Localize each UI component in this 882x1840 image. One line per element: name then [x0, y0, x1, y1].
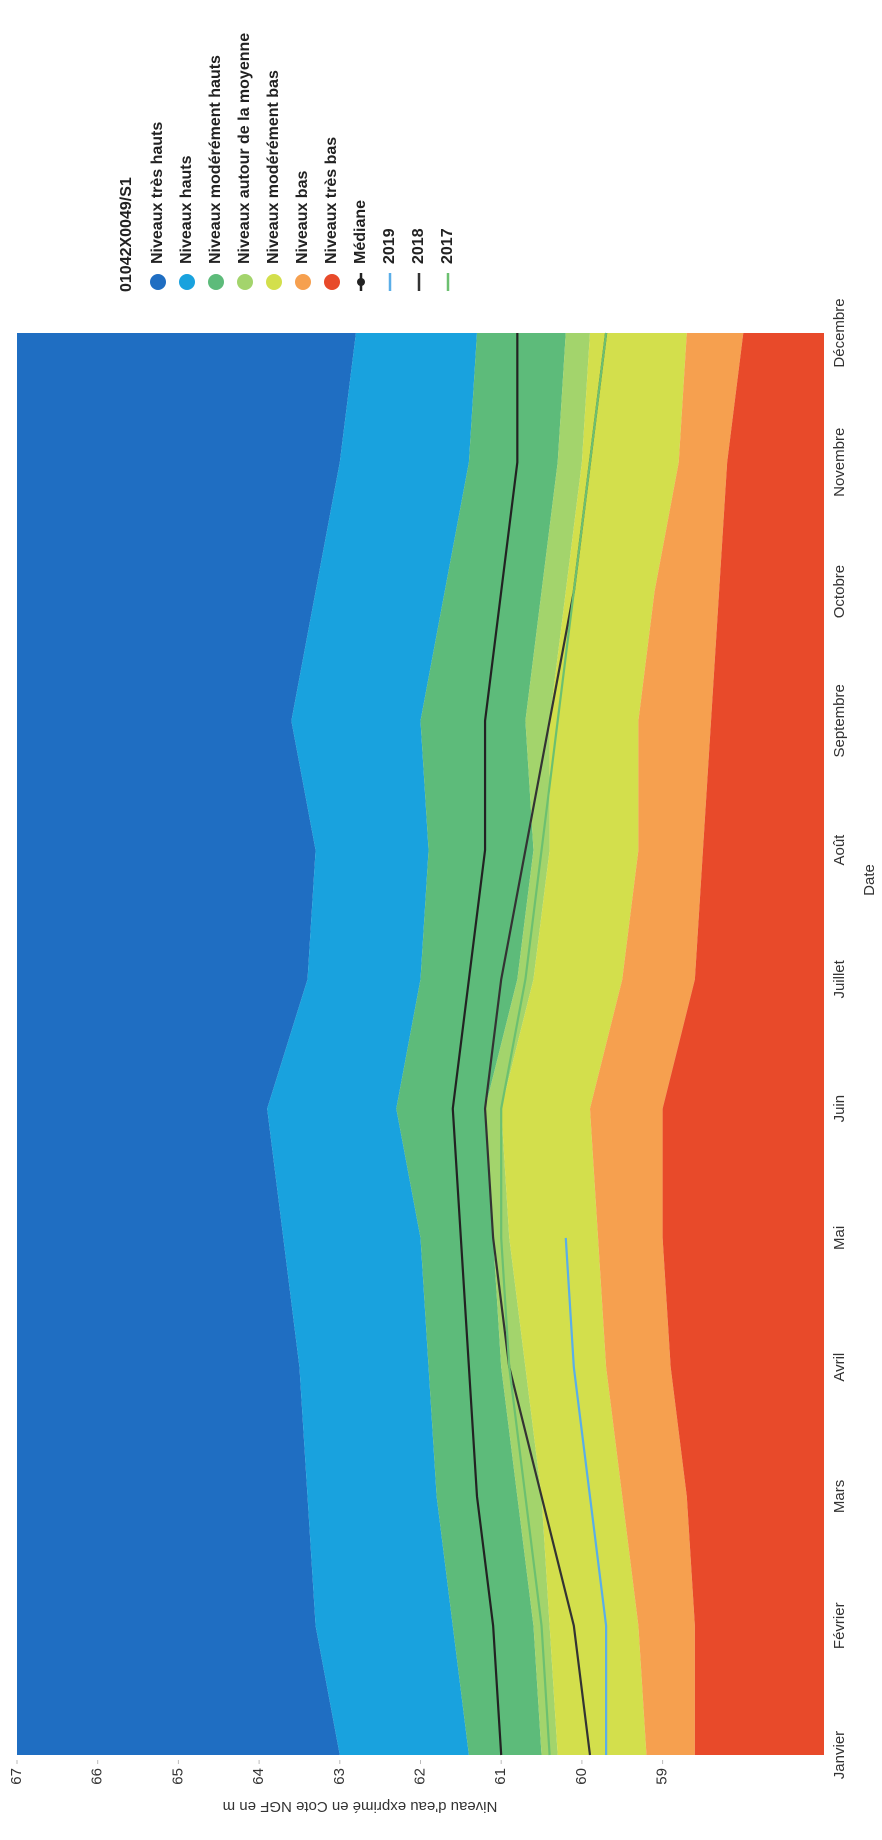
legend-label: Niveaux bas	[294, 170, 311, 264]
legend-dot	[324, 274, 340, 290]
series-line	[451, 333, 519, 1756]
y-tick-label: 64	[250, 1768, 267, 1785]
x-tick-label: Janvier	[831, 1731, 848, 1779]
x-tick-label: Septembre	[831, 684, 848, 757]
legend-dot	[208, 274, 224, 290]
band-area	[485, 333, 590, 1755]
legend: 01042X0049/S1 Niveaux très hauts Niveaux …	[118, 2, 467, 292]
x-tick-label: Mai	[831, 1226, 848, 1250]
y-tick-label: 66	[89, 1768, 106, 1785]
legend-swatch	[295, 274, 311, 290]
y-tick-label: 63	[331, 1768, 348, 1785]
legend-swatch	[417, 273, 421, 291]
band-area	[589, 333, 744, 1755]
x-tick-label: Mars	[831, 1480, 848, 1513]
legend-swatch	[237, 274, 253, 290]
legend-item: Niveaux bas	[293, 2, 313, 292]
legend-label: Niveaux modérément hauts	[207, 55, 224, 264]
y-tick-label: 59	[654, 1768, 671, 1785]
legend-label: Niveaux très bas	[323, 136, 340, 264]
legend-swatch	[357, 273, 365, 291]
legend-swatch	[179, 274, 195, 290]
band-area	[17, 333, 356, 1755]
series-line	[500, 332, 608, 1756]
legend-item: Niveaux modérément bas	[264, 2, 284, 292]
legend-swatch	[266, 274, 282, 290]
legend-dot	[295, 274, 311, 290]
legend-swatch	[446, 273, 450, 291]
legend-label: Médiane	[352, 199, 369, 264]
legend-marker	[357, 278, 365, 286]
y-tick-label: 62	[411, 1768, 428, 1785]
legend-item: Médiane	[351, 2, 371, 292]
legend-label: Niveaux hauts	[178, 155, 195, 264]
band-area	[501, 333, 687, 1755]
x-tick-label: Juillet	[831, 959, 848, 998]
band-area	[662, 333, 824, 1755]
legend-dot	[237, 274, 253, 290]
legend-label: Niveaux très hauts	[149, 121, 166, 264]
legend-item: 2017	[438, 2, 458, 292]
legend-label: Niveaux modérément bas	[265, 70, 282, 264]
legend-swatch	[388, 273, 392, 291]
x-tick-label: Décembre	[831, 298, 848, 367]
legend-item: Niveaux très bas	[322, 2, 342, 292]
band-area	[396, 333, 566, 1755]
y-tick-label: 67	[8, 1768, 25, 1785]
legend-swatch	[324, 274, 340, 290]
x-tick-label: Avril	[831, 1353, 848, 1382]
legend-label: Niveaux autour de la moyenne	[236, 32, 253, 264]
legend-label: 2019	[381, 228, 398, 264]
legend-swatch	[208, 274, 224, 290]
legend-item: Niveaux modérément hauts	[206, 2, 226, 292]
y-tick-label: 61	[492, 1768, 509, 1785]
legend-dot	[266, 274, 282, 290]
legend-item: 2018	[409, 2, 429, 292]
band-area	[267, 333, 477, 1755]
x-tick-label: Octobre	[831, 565, 848, 618]
x-axis-title: Date	[861, 864, 878, 896]
legend-item: Niveaux hauts	[177, 2, 197, 292]
legend-label: 2017	[439, 228, 456, 264]
x-tick-label: Novembre	[831, 428, 848, 497]
y-axis-title: Niveau d'eau exprimé en Cote NGF en m	[223, 1798, 498, 1815]
legend-title: 01042X0049/S1	[118, 177, 135, 292]
legend-item: Niveaux autour de la moyenne	[235, 2, 255, 292]
y-tick-label: 60	[573, 1768, 590, 1785]
x-tick-label: Août	[831, 834, 848, 866]
y-tick-label: 65	[169, 1768, 186, 1785]
x-tick-label: Juin	[831, 1095, 848, 1123]
legend-item: Niveaux très hauts	[148, 2, 168, 292]
x-tick-label: Février	[831, 1602, 848, 1649]
legend-dot	[150, 274, 166, 290]
legend-item: 2019	[380, 2, 400, 292]
series-line	[564, 1237, 608, 1755]
legend-label: 2018	[410, 228, 427, 264]
legend-swatch	[150, 274, 166, 290]
legend-dot	[179, 274, 195, 290]
